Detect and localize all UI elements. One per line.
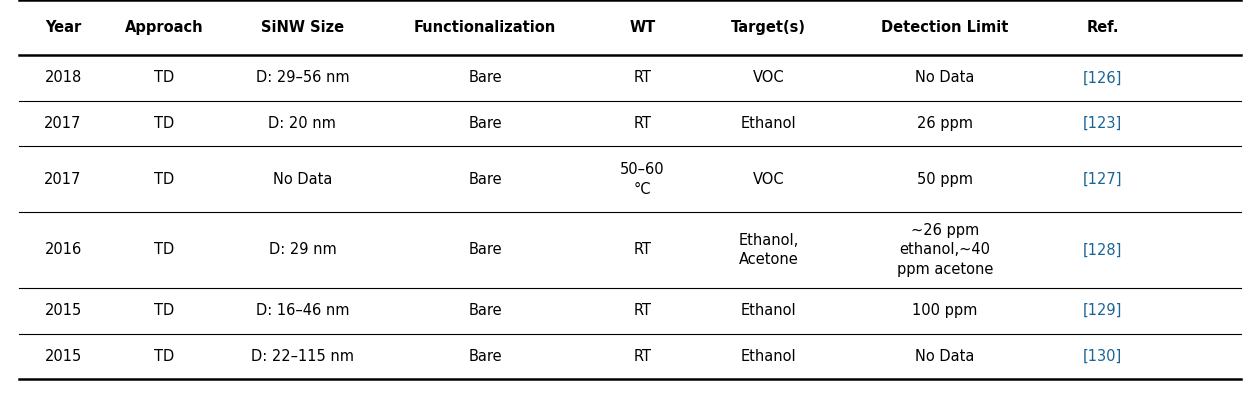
- Text: Ethanol: Ethanol: [741, 349, 796, 364]
- Text: D: 22–115 nm: D: 22–115 nm: [251, 349, 354, 364]
- Text: D: 20 nm: D: 20 nm: [268, 116, 336, 131]
- Text: [126]: [126]: [1082, 70, 1123, 85]
- Text: [123]: [123]: [1082, 116, 1123, 131]
- Text: Detection Limit: Detection Limit: [881, 20, 1009, 35]
- Text: Ethanol: Ethanol: [741, 116, 796, 131]
- Text: RT: RT: [634, 349, 651, 364]
- Text: [129]: [129]: [1082, 303, 1123, 318]
- Text: ~26 ppm
ethanol,~40
ppm acetone: ~26 ppm ethanol,~40 ppm acetone: [897, 222, 993, 277]
- Text: Functionalization: Functionalization: [415, 20, 556, 35]
- Text: No Data: No Data: [915, 349, 975, 364]
- Text: No Data: No Data: [915, 70, 975, 85]
- Text: 2018: 2018: [44, 70, 82, 85]
- Text: SiNW Size: SiNW Size: [261, 20, 344, 35]
- Text: 2017: 2017: [44, 172, 82, 187]
- Text: Bare: Bare: [469, 172, 501, 187]
- Text: 50–60
°C: 50–60 °C: [620, 162, 665, 197]
- Text: TD: TD: [154, 116, 174, 131]
- Text: VOC: VOC: [752, 70, 785, 85]
- Text: Bare: Bare: [469, 349, 501, 364]
- Text: WT: WT: [630, 20, 655, 35]
- Text: Ethanol: Ethanol: [741, 303, 796, 318]
- Text: No Data: No Data: [272, 172, 333, 187]
- Text: Approach: Approach: [125, 20, 203, 35]
- Text: [130]: [130]: [1082, 349, 1123, 364]
- Text: 100 ppm: 100 ppm: [912, 303, 978, 318]
- Text: VOC: VOC: [752, 172, 785, 187]
- Text: TD: TD: [154, 349, 174, 364]
- Text: Bare: Bare: [469, 70, 501, 85]
- Text: D: 16–46 nm: D: 16–46 nm: [256, 303, 349, 318]
- Text: D: 29 nm: D: 29 nm: [268, 242, 336, 258]
- Text: [128]: [128]: [1082, 242, 1123, 258]
- Text: TD: TD: [154, 303, 174, 318]
- Text: 2016: 2016: [44, 242, 82, 258]
- Text: [127]: [127]: [1082, 172, 1123, 187]
- Text: Bare: Bare: [469, 242, 501, 258]
- Text: Bare: Bare: [469, 116, 501, 131]
- Text: 2015: 2015: [44, 303, 82, 318]
- Text: 26 ppm: 26 ppm: [917, 116, 973, 131]
- Text: RT: RT: [634, 70, 651, 85]
- Text: 2017: 2017: [44, 116, 82, 131]
- Text: 50 ppm: 50 ppm: [917, 172, 973, 187]
- Text: RT: RT: [634, 242, 651, 258]
- Text: Ethanol,
Acetone: Ethanol, Acetone: [738, 232, 799, 267]
- Text: Bare: Bare: [469, 303, 501, 318]
- Text: Year: Year: [45, 20, 81, 35]
- Text: RT: RT: [634, 116, 651, 131]
- Text: Target(s): Target(s): [731, 20, 806, 35]
- Text: TD: TD: [154, 70, 174, 85]
- Text: D: 29–56 nm: D: 29–56 nm: [256, 70, 349, 85]
- Text: 2015: 2015: [44, 349, 82, 364]
- Text: Ref.: Ref.: [1086, 20, 1119, 35]
- Text: TD: TD: [154, 242, 174, 258]
- Text: TD: TD: [154, 172, 174, 187]
- Text: RT: RT: [634, 303, 651, 318]
